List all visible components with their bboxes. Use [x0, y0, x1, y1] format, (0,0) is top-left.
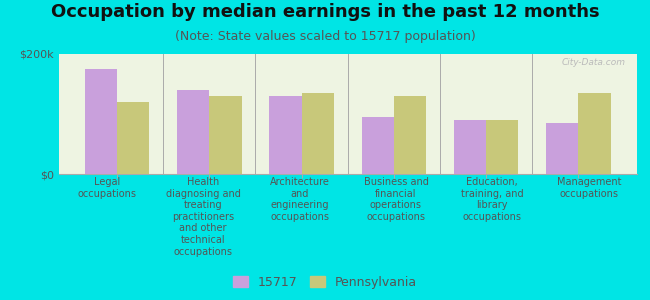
Text: Health
diagnosing and
treating
practitioners
and other
technical
occupations: Health diagnosing and treating practitio…	[166, 177, 240, 256]
Bar	[454, 120, 486, 174]
Text: Education,
training, and
library
occupations: Education, training, and library occupat…	[461, 177, 524, 222]
Bar	[117, 102, 150, 174]
Text: City-Data.com: City-Data.com	[562, 58, 625, 67]
Text: Management
occupations: Management occupations	[556, 177, 621, 199]
Bar	[546, 123, 578, 174]
Text: Legal
occupations: Legal occupations	[77, 177, 136, 199]
Text: Business and
financial
operations
occupations: Business and financial operations occupa…	[363, 177, 428, 222]
Bar	[269, 96, 302, 174]
Text: (Note: State values scaled to 15717 population): (Note: State values scaled to 15717 popu…	[175, 30, 475, 43]
Bar	[361, 117, 394, 174]
Bar	[302, 93, 334, 174]
Bar	[209, 96, 242, 174]
Text: Occupation by median earnings in the past 12 months: Occupation by median earnings in the pas…	[51, 3, 599, 21]
Bar	[578, 93, 611, 174]
Bar	[177, 90, 209, 174]
Bar	[486, 120, 519, 174]
Text: Architecture
and
engineering
occupations: Architecture and engineering occupations	[270, 177, 330, 222]
Legend: 15717, Pennsylvania: 15717, Pennsylvania	[227, 271, 422, 294]
Bar	[394, 96, 426, 174]
Bar	[84, 69, 117, 174]
